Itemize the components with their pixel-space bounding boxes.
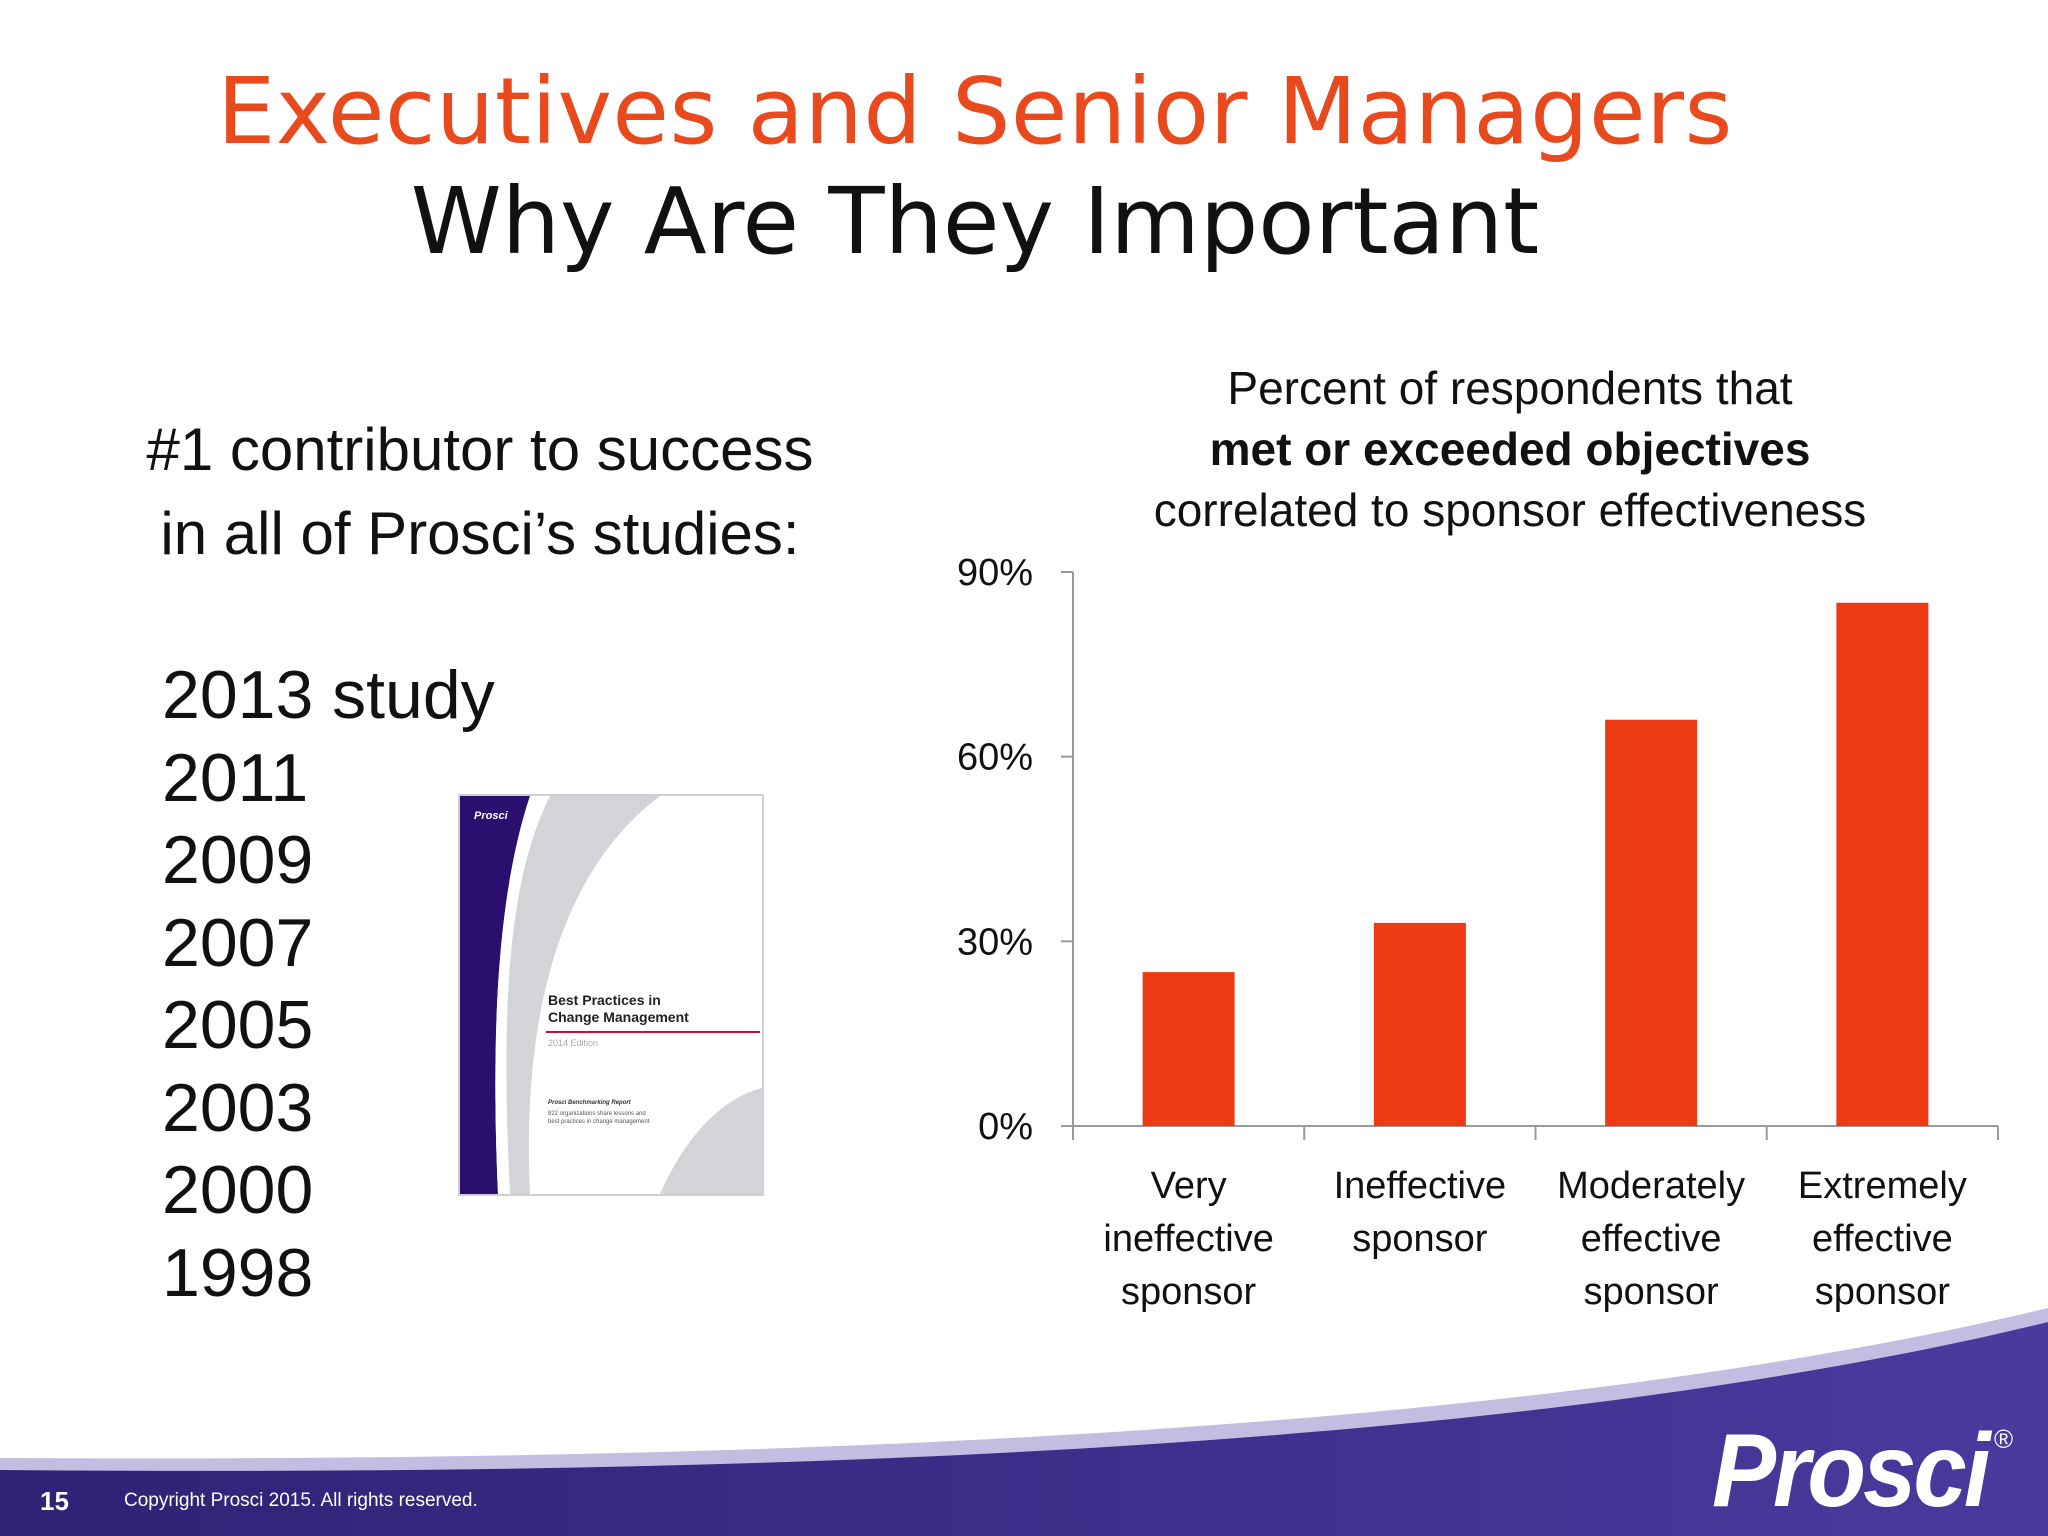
x-category-label-line: ineffective xyxy=(1103,1218,1273,1260)
bar xyxy=(1142,972,1235,1126)
x-category-label-line: Moderately xyxy=(1557,1165,1745,1207)
study-year: 2009 xyxy=(162,822,314,898)
report-cover-image: Prosci Best Practices in Change Manageme… xyxy=(458,794,764,1196)
report-title-line-2: Change Management xyxy=(548,1009,689,1025)
bar xyxy=(1373,922,1466,1126)
x-category-label-line: sponsor xyxy=(1584,1271,1720,1313)
prosci-logo: Prosci xyxy=(1712,1413,1990,1529)
x-category-label-line: Ineffective xyxy=(1334,1165,1507,1207)
x-category-label: Very ineffective sponsor xyxy=(1103,1165,1273,1313)
copyright-text: Copyright Prosci 2015. All rights reserv… xyxy=(124,1490,478,1511)
slide-subtitle: Why Are They Important xyxy=(410,168,1540,275)
x-category-label: Extremely effective sponsor xyxy=(1798,1165,1967,1313)
x-category-label-line: sponsor xyxy=(1121,1271,1257,1313)
bar xyxy=(1836,602,1929,1126)
report-type: Prosci Benchmarking Report xyxy=(548,1100,631,1106)
study-year: 2005 xyxy=(162,987,314,1063)
slide-title: Executives and Senior Managers xyxy=(217,58,1733,165)
chart-title-line-1: Percent of respondents that xyxy=(1227,362,1793,414)
x-category-label-line: effective xyxy=(1812,1218,1953,1260)
report-brand: Prosci xyxy=(474,810,508,822)
study-year: 1998 xyxy=(162,1234,314,1311)
report-cover-art xyxy=(460,796,762,1194)
lead-text: #1 contributor to success in all of Pros… xyxy=(60,408,900,576)
study-years-list: 2013 study 2011 2009 2007 2005 2003 2000… xyxy=(162,654,495,1314)
chart-title-line-2: met or exceeded objectives xyxy=(1209,423,1811,475)
x-category-label: Moderately effective sponsor xyxy=(1557,1165,1745,1313)
report-desc-line-2: best practices in change management xyxy=(548,1119,650,1125)
study-year: 2007 xyxy=(162,904,314,981)
x-category-label-line: sponsor xyxy=(1352,1218,1488,1260)
x-category-label-line: Extremely xyxy=(1798,1165,1967,1207)
y-tick-label: 30% xyxy=(957,921,1033,963)
x-category-label-line: Very xyxy=(1151,1165,1227,1207)
study-year: 2000 xyxy=(162,1152,314,1228)
x-category-label-line: effective xyxy=(1581,1218,1722,1260)
report-edition: 2014 Edition xyxy=(548,1038,599,1048)
report-title-line-1: Best Practices in xyxy=(548,992,661,1008)
y-tick-label: 0% xyxy=(978,1106,1033,1148)
lead-line-1: #1 contributor to success xyxy=(146,416,814,483)
chart-title-line-3: correlated to sponsor effectiveness xyxy=(1153,484,1867,536)
y-tick-label: 60% xyxy=(957,737,1033,779)
study-year: 2013 study xyxy=(162,657,495,733)
study-year: 2011 xyxy=(162,739,309,816)
registered-mark: ® xyxy=(1994,1424,2014,1454)
report-desc-line-1: 822 organizations share lessons and xyxy=(548,1111,646,1117)
study-year: 2003 xyxy=(162,1069,314,1146)
chart-title: Percent of respondents that met or excee… xyxy=(1080,358,1940,541)
report-title: Best Practices in Change Management xyxy=(548,992,689,1026)
bar xyxy=(1605,719,1698,1126)
x-category-label-line: sponsor xyxy=(1815,1271,1951,1313)
x-category-label: Ineffective sponsor xyxy=(1334,1165,1507,1260)
report-description: 822 organizations share lessons and best… xyxy=(548,1110,649,1126)
lead-line-2: in all of Prosci’s studies: xyxy=(160,500,800,567)
y-tick-label: 90% xyxy=(957,552,1033,594)
page-number: 15 xyxy=(40,1486,69,1516)
